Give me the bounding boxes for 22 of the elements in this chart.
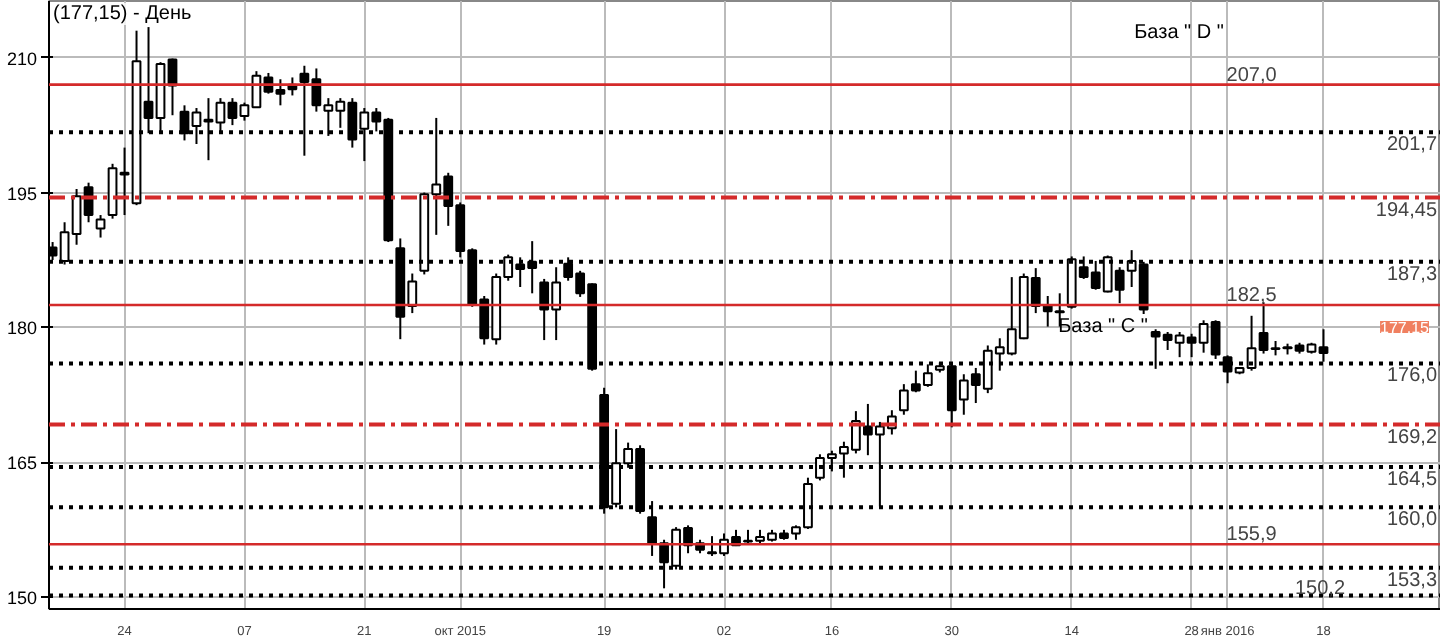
y-tick-label: 150 xyxy=(6,588,38,609)
ref-line-label: 164,5 xyxy=(1386,468,1438,491)
y-tick-label: 210 xyxy=(6,48,38,69)
chart-title: (177,15) - День xyxy=(53,3,192,25)
ref-line-label: 201,7 xyxy=(1386,134,1438,157)
ref-line-label: 187,3 xyxy=(1386,263,1438,286)
ref-line-label: 160,0 xyxy=(1386,509,1438,532)
ref-line-label: 153,3 xyxy=(1386,569,1438,592)
y-tick-label: 195 xyxy=(6,183,38,204)
candlestick xyxy=(95,214,106,239)
y-tick-label: 165 xyxy=(6,453,38,474)
ref-line-label: 176,0 xyxy=(1386,365,1438,388)
ref-line-label: 169,2 xyxy=(1386,426,1438,449)
y-tick-label: 180 xyxy=(6,318,38,339)
ref-line-label: 182,5 xyxy=(1226,285,1278,307)
ref-line-label: 155,9 xyxy=(1226,524,1278,547)
annotation: База " D " xyxy=(1134,22,1225,44)
ref-line-label: 207,0 xyxy=(1226,64,1278,87)
text: 177,15 xyxy=(1380,319,1431,337)
ref-line-label: 150,2 xyxy=(1294,577,1346,600)
ref-line-label: 194,45 xyxy=(1375,199,1438,222)
annotation: База " C " xyxy=(1058,316,1149,338)
